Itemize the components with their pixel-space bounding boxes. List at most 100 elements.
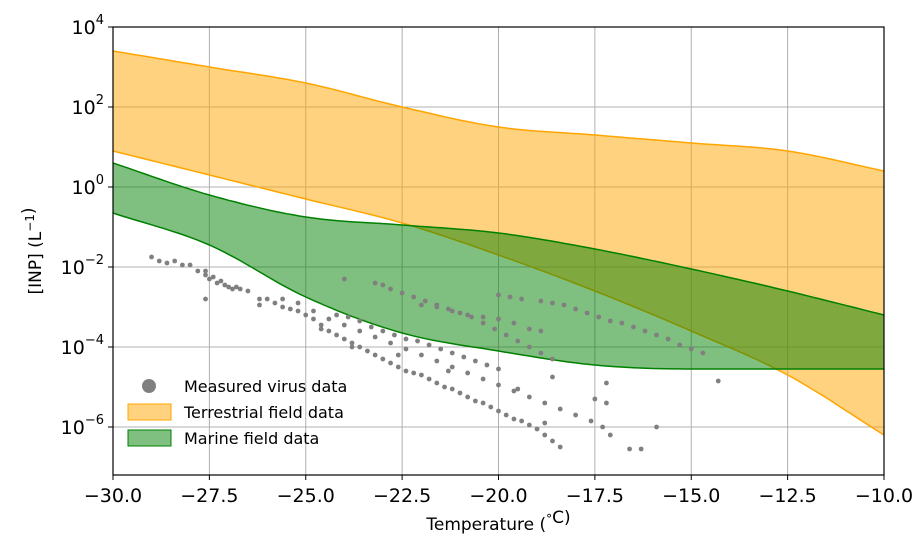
virus-data-point: [542, 432, 548, 438]
virus-data-point: [434, 380, 440, 386]
legend-label: Marine field data: [184, 429, 319, 448]
x-tick-label: −30.0: [84, 485, 142, 507]
virus-data-point: [538, 298, 544, 304]
virus-data-point: [334, 332, 339, 338]
virus-data-point: [469, 314, 474, 320]
virus-data-point: [445, 306, 451, 312]
virus-data-point: [334, 312, 339, 318]
virus-data-point: [272, 300, 278, 306]
virus-data-point: [584, 310, 590, 316]
virus-data-point: [449, 364, 455, 370]
x-tick-label: −27.5: [180, 485, 238, 507]
virus-data-point: [368, 324, 374, 330]
marine-field-data-band: [113, 163, 884, 369]
virus-data-point: [311, 308, 316, 314]
virus-data-point: [573, 306, 578, 312]
virus-data-point: [700, 350, 706, 356]
virus-data-point: [457, 390, 463, 396]
y-tick-power: 2: [96, 93, 104, 108]
virus-data-point: [538, 350, 544, 356]
virus-data-point: [419, 352, 424, 358]
virus-data-point: [411, 370, 417, 376]
virus-data-point: [218, 278, 224, 284]
virus-data-point: [422, 298, 428, 304]
virus-data-point: [526, 422, 532, 428]
virus-data-point: [542, 400, 548, 406]
virus-data-point: [349, 344, 355, 350]
marine-field-data-upper-edge: [112, 162, 885, 316]
virus-data-point: [515, 338, 521, 344]
virus-data-point: [596, 314, 602, 320]
virus-data-point: [187, 262, 193, 268]
virus-data-point: [511, 388, 517, 394]
virus-data-point: [550, 374, 555, 380]
virus-data-point: [526, 394, 532, 400]
virus-data-point: [457, 310, 463, 316]
virus-data-point: [318, 326, 324, 332]
virus-data-point: [507, 294, 513, 300]
virus-data-point: [519, 296, 525, 302]
x-axis-title: Temperature (°C): [425, 508, 570, 535]
virus-data-point: [503, 332, 509, 338]
y-tick-label: 10−4: [61, 333, 104, 359]
y-tick-base: 10: [72, 97, 96, 119]
scatter-layer: [149, 254, 721, 452]
x-tick-label: −22.5: [373, 485, 431, 507]
y-tick-power: 4: [96, 13, 104, 28]
virus-data-point: [538, 328, 544, 334]
virus-data-point: [233, 284, 239, 290]
virus-data-point: [403, 336, 409, 342]
virus-data-point: [426, 376, 432, 382]
virus-data-point: [210, 274, 216, 280]
virus-data-point: [372, 280, 378, 286]
virus-data-point: [222, 282, 228, 288]
virus-data-point: [665, 336, 671, 342]
virus-data-point: [534, 426, 540, 432]
title-text: C): [552, 508, 571, 528]
virus-data-point: [399, 290, 405, 296]
virus-data-point: [237, 286, 243, 292]
virus-data-point: [515, 386, 521, 392]
virus-data-point: [442, 384, 447, 390]
legend-label: Terrestrial field data: [183, 403, 344, 422]
virus-data-point: [395, 352, 401, 358]
virus-data-point: [357, 328, 363, 334]
virus-data-point: [472, 398, 478, 404]
virus-data-point: [357, 344, 363, 350]
virus-data-point: [526, 344, 532, 350]
x-tick-label: −25.0: [277, 485, 335, 507]
y-tick-label: 104: [72, 13, 104, 39]
virus-data-point: [280, 304, 286, 310]
virus-data-point: [492, 326, 498, 332]
y-tick-base: 10: [72, 17, 96, 39]
virus-data-point: [203, 296, 208, 302]
virus-data-point: [472, 358, 478, 364]
virus-data-point: [411, 294, 417, 300]
virus-data-point: [550, 300, 555, 306]
virus-data-point: [349, 340, 355, 346]
virus-data-point: [496, 366, 501, 372]
virus-data-point: [203, 268, 208, 274]
legend-swatch-marine-field-data: [127, 429, 172, 447]
y-tick-label: 102: [72, 93, 104, 119]
virus-data-point: [318, 322, 324, 328]
y-tick-base: 10: [61, 417, 85, 439]
virus-data-point: [496, 382, 501, 388]
y-tick-base: 10: [61, 257, 85, 279]
virus-data-point: [149, 254, 154, 260]
virus-data-point: [311, 316, 316, 322]
legend-marker-virus: [142, 379, 156, 393]
virus-data-point: [257, 296, 262, 302]
virus-data-point: [449, 350, 455, 356]
y-tick-power: 0: [96, 173, 104, 188]
virus-data-point: [638, 446, 644, 452]
virus-data-point: [419, 302, 424, 308]
virus-data-point: [388, 360, 393, 366]
y-axis-title: [INP] (L−1): [19, 207, 46, 294]
virus-data-point: [214, 280, 220, 286]
virus-data-point: [465, 394, 471, 400]
x-tick-label: −10.0: [855, 485, 913, 507]
virus-data-point: [388, 340, 393, 346]
virus-data-point: [395, 364, 401, 370]
y-tick-power: −6: [85, 413, 104, 428]
